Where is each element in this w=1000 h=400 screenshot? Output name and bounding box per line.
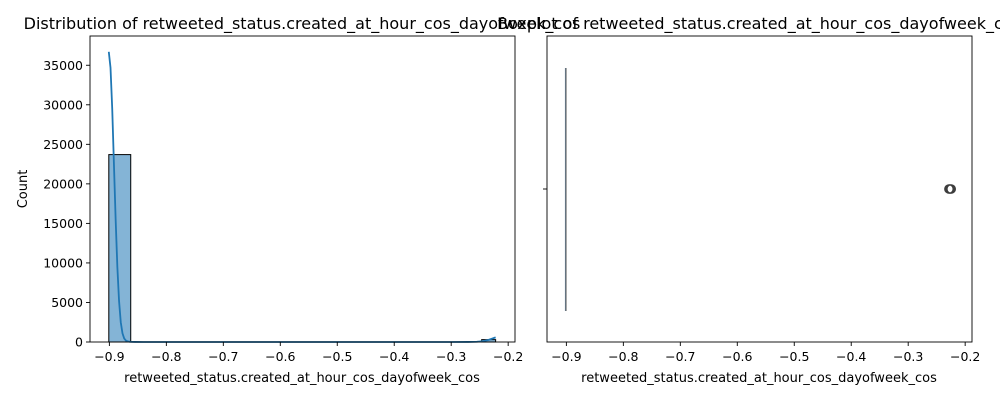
x-tick-label: −0.9 (551, 349, 581, 364)
x-tick-label: −0.6 (722, 349, 752, 364)
boxplot-plot-area (547, 36, 972, 342)
boxplot-panel: −0.9 −0.8 −0.7 −0.6 −0.5 −0.4 −0.3 −0.2 Boxplot… (497, 14, 1000, 386)
histogram-y-label: Count (16, 170, 31, 209)
histogram-frame (89, 35, 516, 343)
y-tick-label: 25000 (43, 137, 83, 152)
x-tick-label: −0.4 (379, 349, 409, 364)
x-tick-label: −0.6 (265, 349, 295, 364)
histogram-panel: −0.9 −0.8 −0.7 −0.6 −0.5 −0.4 −0.3 −0.2 0 5000 10… (16, 14, 580, 386)
y-tick-label: 10000 (43, 255, 83, 270)
x-tick-label: −0.9 (94, 349, 124, 364)
x-tick-label: −0.2 (493, 349, 523, 364)
histogram-plot-area (90, 36, 515, 342)
x-tick-label: −0.8 (608, 349, 638, 364)
x-tick-label: −0.4 (836, 349, 866, 364)
x-tick-label: −0.7 (208, 349, 238, 364)
x-tick-label: −0.5 (322, 349, 352, 364)
x-tick-label: −0.3 (893, 349, 923, 364)
y-tick-label: 35000 (43, 58, 83, 73)
outlier-point (946, 184, 957, 194)
x-tick-label: −0.7 (665, 349, 695, 364)
histogram-x-label: retweeted_status.created_at_hour_cos_day… (124, 371, 480, 386)
x-tick-label: −0.8 (151, 349, 181, 364)
y-tick-label: 15000 (43, 216, 83, 231)
y-tick-label: 0 (75, 335, 83, 350)
boxplot-marks (564, 68, 957, 311)
x-tick-label: −0.5 (779, 349, 809, 364)
boxplot-x-ticks: −0.9 −0.8 −0.7 −0.6 −0.5 −0.4 −0.3 −0.2 (551, 342, 980, 364)
y-tick-label: 20000 (43, 176, 83, 191)
histogram-x-ticks: −0.9 −0.8 −0.7 −0.6 −0.5 −0.4 −0.3 −0.2 (94, 342, 523, 364)
x-tick-label: −0.2 (950, 349, 980, 364)
y-tick-label: 30000 (43, 97, 83, 112)
boxplot-x-label: retweeted_status.created_at_hour_cos_day… (581, 371, 937, 386)
boxplot-title: Boxplot of retweeted_status.created_at_h… (497, 14, 1000, 34)
y-tick-label: 5000 (51, 295, 83, 310)
x-tick-label: −0.3 (436, 349, 466, 364)
histogram-y-ticks: 0 5000 10000 15000 20000 25000 30000 35000 (43, 58, 90, 350)
histogram-title: Distribution of retweeted_status.created… (24, 14, 581, 34)
